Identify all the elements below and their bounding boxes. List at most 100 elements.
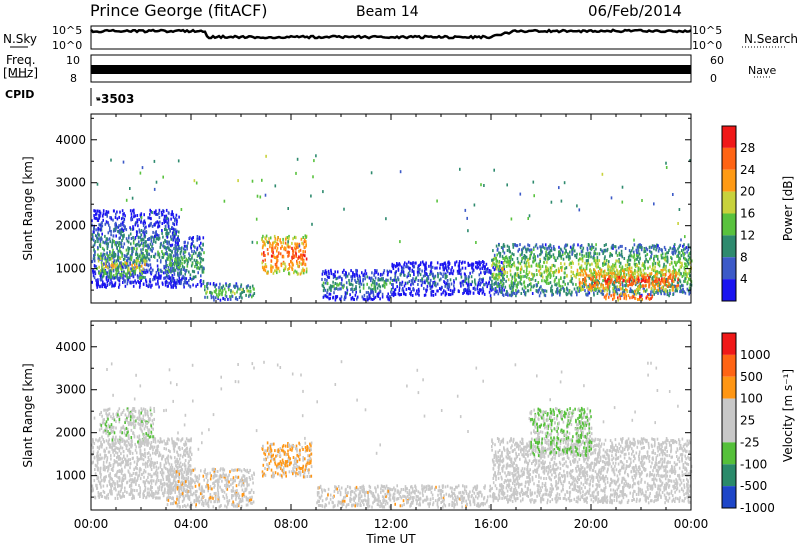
power-cell bbox=[508, 284, 511, 288]
power-cell bbox=[133, 215, 135, 219]
power-cell bbox=[135, 262, 138, 266]
power-cell bbox=[411, 294, 414, 297]
power-cell bbox=[201, 248, 204, 252]
power-cell bbox=[353, 288, 356, 291]
power-cell bbox=[292, 237, 294, 241]
power-cell bbox=[449, 293, 452, 297]
power-cell bbox=[688, 272, 690, 276]
power-cell bbox=[636, 275, 639, 279]
power-cell bbox=[544, 289, 546, 293]
power-cell bbox=[177, 259, 179, 263]
power-cell bbox=[176, 218, 178, 222]
velocity-cell bbox=[117, 492, 120, 496]
power-cell bbox=[109, 226, 111, 230]
power-cell bbox=[131, 267, 134, 271]
power-cell bbox=[149, 242, 152, 246]
power-cell bbox=[500, 281, 502, 285]
power-cell bbox=[564, 251, 566, 255]
power-cell bbox=[462, 283, 465, 287]
power-cell bbox=[117, 278, 119, 282]
power-cell bbox=[620, 252, 623, 256]
power-cell bbox=[637, 273, 639, 277]
power-cell bbox=[556, 291, 559, 295]
power-cell bbox=[647, 266, 649, 270]
power-cell bbox=[592, 278, 595, 282]
power-cell bbox=[119, 273, 121, 276]
power-cell bbox=[451, 289, 454, 293]
power-cell bbox=[641, 199, 643, 202]
power-cell bbox=[351, 283, 354, 287]
power-cell bbox=[603, 295, 606, 299]
power-cell bbox=[593, 259, 595, 263]
power-cell bbox=[332, 273, 335, 277]
power-cell bbox=[365, 291, 368, 295]
power-cell bbox=[580, 288, 582, 292]
power-cell bbox=[176, 229, 178, 233]
power-cell bbox=[653, 259, 655, 263]
power-cell bbox=[625, 297, 628, 301]
power-cell bbox=[276, 271, 278, 275]
power-cell bbox=[168, 281, 170, 285]
power-cell bbox=[407, 266, 410, 270]
power-cell bbox=[499, 279, 502, 283]
power-cell bbox=[421, 281, 424, 285]
power-cell bbox=[101, 254, 104, 258]
power-cell bbox=[647, 260, 649, 264]
power-cell bbox=[134, 269, 137, 273]
velocity-cell bbox=[126, 490, 128, 494]
power-cell bbox=[444, 284, 446, 288]
power-cell bbox=[652, 266, 654, 270]
power-cell bbox=[593, 257, 596, 260]
power-cell bbox=[351, 290, 354, 294]
velocity-cell bbox=[152, 448, 154, 451]
power-cell bbox=[150, 248, 152, 252]
power-cell bbox=[685, 262, 687, 266]
power-cell bbox=[539, 259, 541, 263]
power-cell bbox=[488, 280, 490, 284]
power-cell bbox=[594, 281, 596, 285]
power-cell bbox=[92, 271, 94, 275]
power-cell bbox=[590, 277, 592, 281]
power-cell bbox=[523, 254, 526, 257]
power-cell bbox=[116, 241, 119, 245]
power-cell bbox=[533, 194, 535, 198]
power-cell bbox=[609, 252, 612, 255]
power-cell bbox=[469, 271, 471, 275]
power-cell bbox=[631, 289, 634, 293]
power-cell bbox=[412, 277, 414, 281]
power-cell bbox=[653, 289, 656, 293]
power-cell bbox=[247, 284, 249, 288]
power-cell bbox=[200, 241, 202, 245]
power-cell bbox=[139, 272, 142, 276]
power-cell bbox=[370, 289, 372, 293]
power-cell bbox=[634, 272, 636, 276]
power-cell bbox=[183, 241, 186, 244]
power-cell bbox=[460, 284, 462, 288]
power-cell bbox=[653, 257, 655, 261]
power-cell bbox=[348, 272, 350, 276]
power-cell bbox=[550, 289, 552, 293]
power-cell bbox=[261, 246, 264, 250]
power-cell bbox=[618, 272, 620, 276]
velocity-cell bbox=[159, 496, 161, 500]
power-cell bbox=[130, 242, 132, 246]
power-cell bbox=[478, 273, 481, 277]
power-cell bbox=[129, 232, 132, 236]
power-cell bbox=[587, 261, 590, 265]
power-cell bbox=[115, 272, 117, 276]
power-cell bbox=[169, 259, 171, 263]
power-cell bbox=[677, 222, 679, 225]
power-cell bbox=[514, 275, 516, 279]
power-cell bbox=[527, 284, 529, 288]
power-cell bbox=[597, 265, 600, 269]
power-cell bbox=[639, 295, 641, 299]
power-cell bbox=[147, 246, 149, 250]
power-cell bbox=[516, 290, 519, 294]
power-cell bbox=[531, 250, 533, 254]
power-cell bbox=[94, 234, 97, 238]
power-cell bbox=[197, 266, 200, 270]
power-cell bbox=[119, 229, 121, 233]
power-cell bbox=[673, 260, 676, 264]
power-cell bbox=[163, 264, 165, 268]
power-cell bbox=[394, 272, 396, 275]
